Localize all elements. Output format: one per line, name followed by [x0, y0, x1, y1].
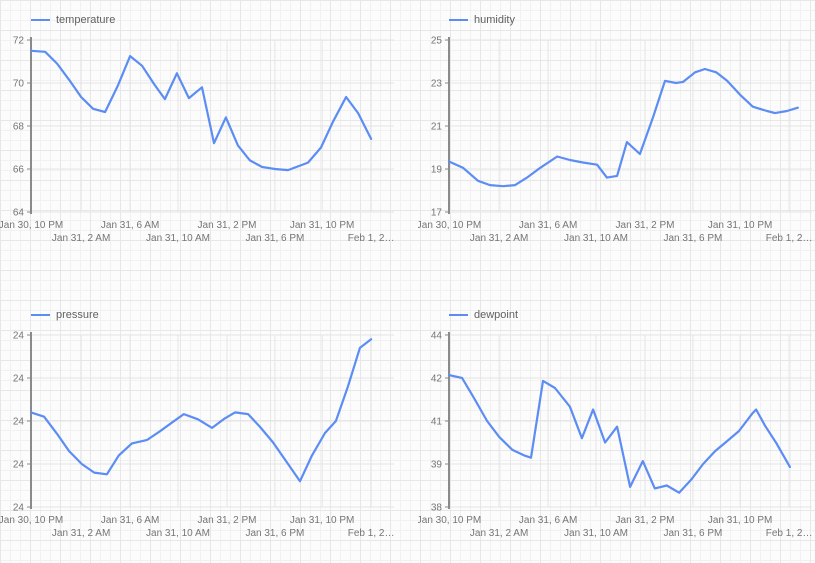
pressure-legend-line-marker [31, 313, 50, 317]
y-tick-label: 44 [431, 331, 443, 342]
pressure-legend-label: pressure [56, 309, 99, 321]
x-tick-label: Jan 31, 10 PM [708, 220, 772, 231]
x-tick-label: Jan 31, 10 AM [146, 528, 210, 539]
x-tick-label: Feb 1, 2… [348, 233, 395, 244]
x-tick-label: Jan 31, 10 PM [290, 220, 354, 231]
x-tick-label: Jan 31, 6 AM [519, 220, 577, 231]
x-tick-label: Jan 31, 6 PM [245, 528, 304, 539]
y-tick-label: 39 [431, 460, 443, 471]
x-tick-label: Jan 31, 6 PM [245, 233, 304, 244]
chart-humidity: humidity 25 23 21 19 17 Jan 30, 10 PM Jan 31, … [418, 0, 815, 260]
x-tick-label: Feb 1, 2… [348, 528, 395, 539]
x-tick-label: Jan 31, 10 AM [146, 233, 210, 244]
x-tick-label: Jan 31, 2 AM [52, 528, 110, 539]
x-tick-label: Jan 30, 10 PM [418, 220, 481, 231]
temperature-legend-label: temperature [56, 14, 116, 26]
x-tick-label: Feb 1, 2… [766, 233, 813, 244]
y-tick-label: 24 [13, 503, 25, 514]
chart-pressure: pressure 24 24 24 24 24 Jan 30, 10 PM Jan 31, … [0, 295, 408, 555]
humidity-legend: humidity [449, 14, 515, 26]
humidity-legend-line-marker [449, 18, 468, 22]
x-tick-label: Jan 31, 2 AM [52, 233, 110, 244]
humidity-legend-label: humidity [474, 14, 515, 26]
y-tick-label: 23 [431, 79, 443, 90]
x-tick-label: Jan 30, 10 PM [0, 220, 63, 231]
x-tick-label: Jan 31, 2 AM [470, 528, 528, 539]
pressure-series-line [29, 338, 373, 483]
dewpoint-legend: dewpoint [449, 309, 518, 321]
temperature-series-line [29, 49, 373, 172]
chart-temperature: temperature 72 70 68 66 64 Jan 30, 10 PM Jan 3… [0, 0, 408, 260]
pressure-legend: pressure [31, 309, 99, 321]
x-tick-label: Jan 30, 10 PM [418, 515, 481, 526]
x-tick-label: Jan 31, 10 PM [708, 515, 772, 526]
x-tick-label: Jan 31, 6 PM [663, 528, 722, 539]
y-tick-label: 68 [13, 122, 25, 133]
temperature-legend: temperature [31, 14, 115, 26]
x-tick-label: Jan 31, 6 AM [101, 515, 159, 526]
x-tick-label: Jan 31, 6 PM [663, 233, 722, 244]
y-tick-label: 38 [431, 503, 443, 514]
x-tick-label: Jan 31, 6 AM [101, 220, 159, 231]
x-tick-label: Jan 31, 2 PM [198, 220, 257, 231]
x-tick-label: Jan 31, 10 PM [290, 515, 354, 526]
humidity-series-line [447, 67, 799, 188]
y-tick-label: 21 [431, 122, 443, 133]
y-tick-label: 66 [13, 165, 25, 176]
dewpoint-series-line [447, 373, 791, 494]
y-tick-label: 24 [13, 374, 25, 385]
y-tick-label: 41 [431, 417, 443, 428]
x-tick-label: Jan 31, 10 AM [564, 233, 628, 244]
x-tick-label: Jan 31, 10 AM [564, 528, 628, 539]
x-tick-label: Jan 31, 2 AM [470, 233, 528, 244]
y-tick-label: 24 [13, 331, 25, 342]
dewpoint-legend-line-marker [449, 313, 468, 317]
dewpoint-legend-label: dewpoint [474, 309, 519, 321]
x-tick-label: Jan 30, 10 PM [0, 515, 63, 526]
x-tick-label: Jan 31, 2 PM [616, 515, 675, 526]
x-tick-label: Jan 31, 2 PM [198, 515, 257, 526]
x-tick-label: Jan 31, 2 PM [616, 220, 675, 231]
y-tick-label: 19 [431, 165, 443, 176]
y-tick-label: 24 [13, 417, 25, 428]
y-tick-label: 24 [13, 460, 25, 471]
chart-dewpoint: dewpoint 44 42 41 39 38 Jan 30, 10 PM Jan 31, … [418, 295, 815, 555]
x-tick-label: Jan 31, 6 AM [519, 515, 577, 526]
y-tick-label: 42 [431, 374, 443, 385]
y-tick-label: 17 [431, 208, 443, 219]
x-tick-label: Feb 1, 2… [766, 528, 813, 539]
y-tick-label: 72 [13, 36, 25, 47]
y-tick-label: 64 [13, 208, 25, 219]
y-tick-label: 70 [13, 79, 25, 90]
y-tick-label: 25 [431, 36, 443, 47]
temperature-legend-line-marker [31, 18, 50, 22]
